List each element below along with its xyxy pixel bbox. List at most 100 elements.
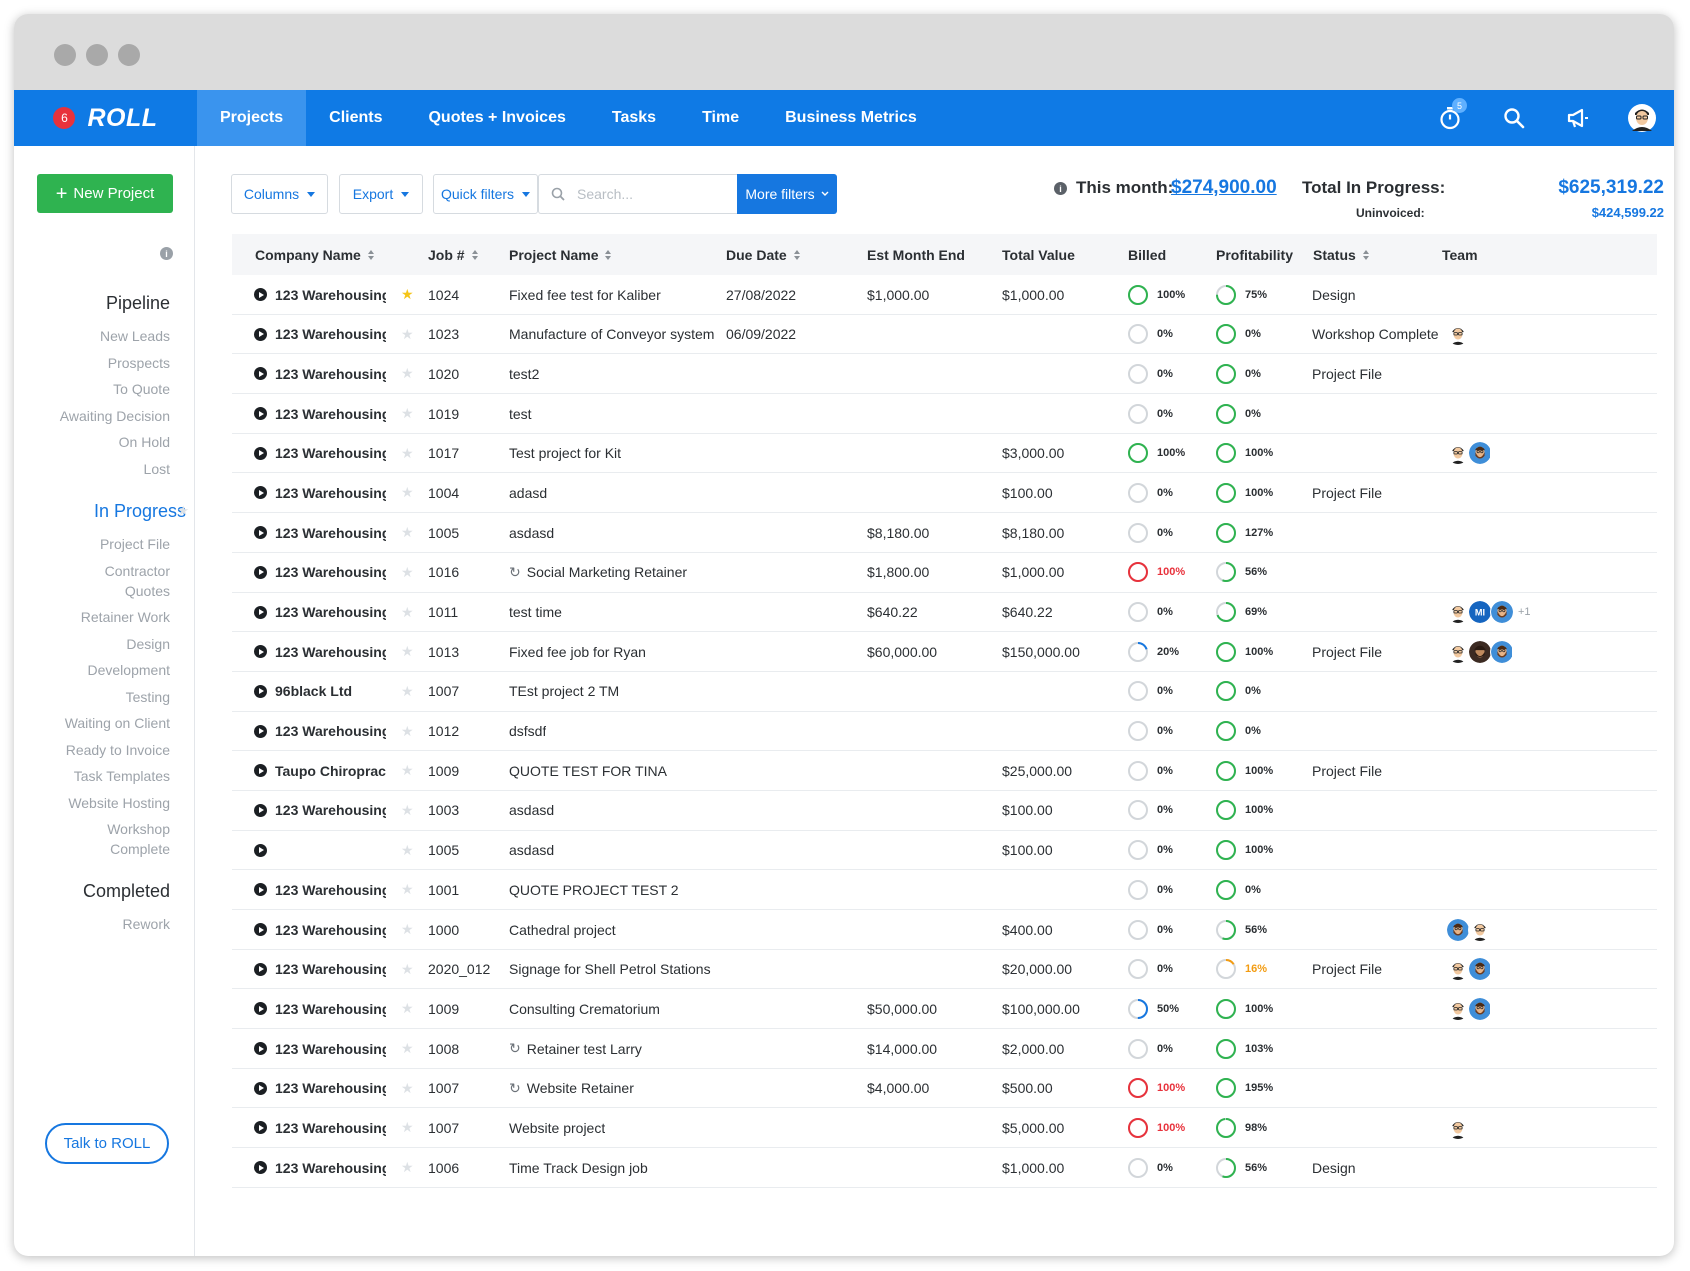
favorite-star-icon[interactable]: ★ — [401, 801, 414, 818]
favorite-star-icon[interactable]: ★ — [401, 286, 414, 302]
project-name-text[interactable]: Time Track Design job — [509, 1159, 648, 1176]
company-cell[interactable]: 123 Warehousing — [254, 1069, 386, 1108]
table-row[interactable]: 123 Warehousing ★ 1007 ↻ Website Retainer $4,… — [232, 1069, 1657, 1109]
table-row[interactable]: 123 Warehousing ★ 1020 test2 0% 0% Project Fil… — [232, 354, 1657, 395]
company-name[interactable]: 123 Warehousing — [275, 1159, 386, 1176]
project-name[interactable]: Website project — [509, 1108, 605, 1147]
col-project-name[interactable]: Project Name — [509, 247, 612, 263]
team-avatar[interactable] — [1468, 441, 1490, 466]
company-name[interactable]: 123 Warehousing — [275, 326, 386, 343]
sidebar-item-prospects[interactable]: Prospects — [107, 354, 170, 371]
search-icon[interactable] — [1482, 90, 1546, 146]
project-name[interactable]: Time Track Design job — [509, 1148, 648, 1187]
project-name[interactable]: Manufacture of Conveyor system — [509, 315, 714, 354]
team-extra-count[interactable]: +1 — [1518, 606, 1531, 618]
tab-business-metrics[interactable]: Business Metrics — [785, 109, 917, 126]
table-row[interactable]: 123 Warehousing ★ 1011 test time $640.22 $640… — [232, 593, 1657, 633]
project-name[interactable]: Fixed fee job for Ryan — [509, 632, 646, 671]
company-cell[interactable]: 123 Warehousing — [254, 553, 386, 592]
favorite-star-icon[interactable]: ★ — [401, 682, 414, 699]
favorite-star-icon[interactable]: ★ — [401, 762, 414, 779]
open-arrow-icon[interactable] — [254, 764, 267, 778]
col-profitability[interactable]: Profitability — [1216, 247, 1293, 263]
window-maximize-dot[interactable] — [118, 44, 140, 66]
project-name[interactable]: TEst project 2 TM — [509, 672, 619, 711]
company-name[interactable]: 123 Warehousing — [275, 1080, 386, 1097]
company-cell[interactable]: Taupo Chiropractor — [254, 751, 386, 790]
tab-time[interactable]: Time — [702, 109, 740, 126]
table-row[interactable]: 123 Warehousing ★ 1023 Manufacture of Conve… — [232, 315, 1657, 355]
table-row[interactable]: 123 Warehousing ★ 1016 ↻ Social Marketing Re… — [232, 553, 1657, 593]
favorite-star-icon[interactable]: ★ — [401, 563, 414, 580]
team-avatar[interactable] — [1468, 996, 1490, 1021]
company-cell[interactable]: 123 Warehousing — [254, 950, 386, 989]
company-name[interactable]: 123 Warehousing — [275, 484, 386, 501]
info-icon[interactable]: i — [160, 247, 173, 260]
sidebar-group-in-progress[interactable]: In Progress — [93, 501, 186, 521]
sidebar-item-retainer-work[interactable]: Retainer Work — [80, 609, 170, 625]
project-name[interactable]: Fixed fee test for Kaliber — [509, 275, 661, 314]
team-avatar[interactable] — [1446, 441, 1470, 466]
company-name[interactable]: 123 Warehousing — [275, 961, 386, 978]
company-cell[interactable]: 123 Warehousing — [254, 593, 386, 632]
table-row[interactable]: 123 Warehousing ★ 1009 Consulting Crematori… — [232, 989, 1657, 1030]
table-row[interactable]: 123 Warehousing ★ 1024 Fixed fee test for K… — [232, 275, 1657, 315]
info-icon[interactable]: i — [1054, 182, 1067, 195]
team-avatar[interactable] — [1468, 917, 1490, 942]
favorite-star-icon[interactable]: ★ — [401, 881, 414, 898]
project-name-text[interactable]: Test project for Kit — [509, 445, 622, 462]
sidebar-group-completed[interactable]: Completed — [82, 881, 170, 901]
company-name[interactable]: 123 Warehousing — [275, 286, 386, 303]
project-name[interactable]: adasd — [509, 473, 547, 512]
sidebar-item-new-leads[interactable]: New Leads — [99, 328, 170, 344]
table-row[interactable]: 123 Warehousing ★ 1013 Fixed fee job for Ry… — [232, 632, 1657, 672]
favorite-star-icon[interactable]: ★ — [401, 960, 414, 977]
project-name[interactable]: asdasd — [509, 791, 554, 830]
col-status[interactable]: Status — [1313, 247, 1369, 263]
favorite-star-icon[interactable]: ★ — [401, 365, 414, 382]
col-billed[interactable]: Billed — [1128, 247, 1166, 263]
project-name[interactable]: QUOTE TEST FOR TINA — [509, 751, 667, 790]
team-avatar[interactable] — [1446, 1115, 1468, 1140]
project-name-text[interactable]: asdasd — [509, 842, 555, 859]
col-due-date[interactable]: Due Date — [726, 247, 800, 263]
open-arrow-icon[interactable] — [254, 923, 267, 936]
company-name[interactable]: 123 Warehousing — [275, 723, 386, 740]
window-close-dot[interactable] — [54, 44, 76, 66]
favorite-star-icon[interactable]: ★ — [401, 484, 414, 501]
sidebar-item-awaiting-decision[interactable]: Awaiting Decision — [59, 407, 170, 424]
favorite-star-icon[interactable]: ★ — [401, 1040, 414, 1057]
company-name[interactable]: 123 Warehousing — [275, 802, 386, 819]
table-row[interactable]: 123 Warehousing ★ 1000 Cathedral project $40… — [232, 910, 1657, 950]
sidebar-item-workshop-complete[interactable]: Workshop Complete — [107, 821, 170, 857]
tab-projects[interactable]: Projects — [197, 90, 307, 146]
company-cell[interactable]: 123 Warehousing — [254, 989, 386, 1028]
team-avatar[interactable]: MI — [1468, 600, 1492, 624]
company-cell[interactable]: 123 Warehousing — [254, 434, 386, 473]
window-minimize-dot[interactable] — [86, 44, 108, 66]
notification-badge[interactable]: 6 — [53, 107, 76, 129]
favorite-star-icon[interactable]: ★ — [401, 643, 414, 660]
table-row[interactable]: 123 Warehousing ★ 1004 adasd $100.00 0% 100% Pr… — [232, 473, 1657, 514]
table-row[interactable]: ★ 1005 asdasd $100.00 0% 100% — [232, 831, 1657, 871]
sidebar-item-on-hold[interactable]: On Hold — [118, 434, 170, 450]
company-name[interactable]: 123 Warehousing — [275, 643, 386, 660]
open-arrow-icon[interactable] — [254, 1002, 267, 1016]
project-name[interactable]: ↻ Website Retainer — [509, 1069, 634, 1108]
project-name-text[interactable]: asdasd — [509, 802, 555, 819]
team-avatar[interactable] — [1446, 600, 1470, 624]
favorite-star-icon[interactable]: ★ — [401, 1079, 414, 1096]
company-name[interactable]: 123 Warehousing — [275, 445, 386, 462]
sidebar-item-testing[interactable]: Testing — [125, 688, 170, 705]
sidebar-item-task-templates[interactable]: Task Templates — [73, 768, 170, 784]
team-avatar[interactable] — [1468, 639, 1492, 664]
table-row[interactable]: 123 Warehousing ★ 1019 test 0% 0% — [232, 394, 1657, 434]
table-row[interactable]: 96black Ltd ★ 1007 TEst project 2 TM 0% 0% — [232, 672, 1657, 712]
project-name-text[interactable]: adasd — [509, 484, 548, 501]
stopwatch-icon[interactable]: 5 — [1418, 90, 1482, 146]
export-button[interactable]: Export — [339, 174, 423, 214]
favorite-star-icon[interactable]: ★ — [401, 444, 414, 461]
tab-clients[interactable]: Clients — [329, 109, 383, 126]
team-avatar[interactable] — [1490, 639, 1512, 664]
open-arrow-icon[interactable] — [254, 684, 267, 698]
